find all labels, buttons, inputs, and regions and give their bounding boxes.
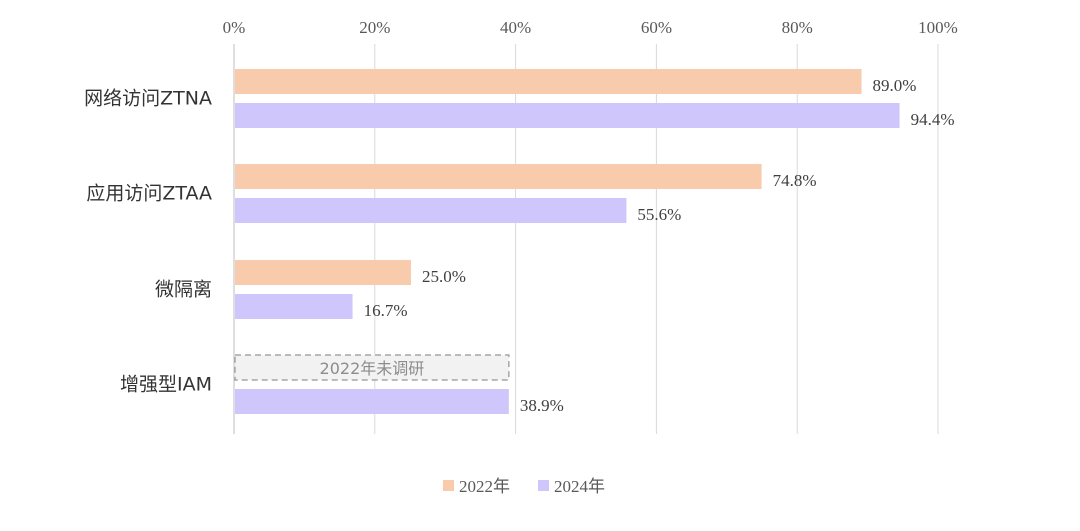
category-label: 应用访问ZTAA — [86, 183, 212, 205]
legend-label: 2022年 — [459, 477, 510, 496]
category-label: 网络访问ZTNA — [84, 88, 212, 110]
category-label: 增强型IAM — [120, 374, 212, 396]
x-axis-ticks: 0% 20% 40% 60% 80% 100% — [223, 18, 958, 37]
x-tick-label: 100% — [918, 18, 958, 37]
no-data-placeholder — [234, 354, 510, 381]
legend-swatch — [538, 480, 549, 491]
bar — [235, 294, 353, 319]
x-tick-label: 20% — [359, 18, 390, 37]
bar — [235, 164, 762, 189]
legend: 2022年 2024年 — [443, 477, 605, 496]
data-label: 94.4% — [911, 110, 955, 129]
bars: 89.0% 94.4% 74.8% 55.6% 25.0% 16.7% 2022年未调研 38… — [234, 69, 955, 415]
legend-label: 2024年 — [554, 477, 605, 496]
x-tick-label: 60% — [641, 18, 672, 37]
data-label: 74.8% — [773, 171, 817, 190]
x-tick-label: 40% — [500, 18, 531, 37]
x-tick-label: 0% — [223, 18, 246, 37]
data-label: 55.6% — [637, 205, 681, 224]
bar — [235, 260, 411, 285]
bar — [235, 198, 627, 223]
data-label: 38.9% — [520, 396, 564, 415]
category-label: 微隔离 — [155, 279, 212, 301]
bar — [235, 389, 509, 414]
bar — [235, 69, 862, 94]
data-label: 89.0% — [873, 76, 917, 95]
no-data-annotation: 2022年未调研 — [320, 359, 425, 378]
x-tick-label: 80% — [782, 18, 813, 37]
data-label: 25.0% — [422, 267, 466, 286]
data-label: 16.7% — [364, 301, 408, 320]
legend-swatch — [443, 480, 454, 491]
bar — [235, 103, 900, 128]
